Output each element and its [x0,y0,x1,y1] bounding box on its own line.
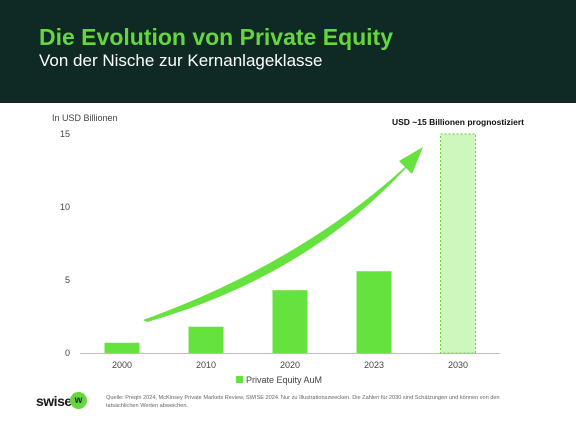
legend-swatch [236,376,243,383]
swise-logo: swise w [36,392,88,410]
x-tick-label: 2020 [280,360,300,370]
forecast-annotation: USD ~15 Billionen prognostiziert [392,117,524,127]
y-tick-label: 5 [65,275,70,285]
logo-badge-icon: w [70,392,87,409]
bar [188,326,224,353]
y-axis-label: In USD Billionen [52,113,118,123]
bar [104,342,140,353]
y-tick-label: 0 [65,348,70,358]
header-banner: Die Evolution von Private Equity Von der… [0,0,576,103]
bar-chart: In USD Billionen 0 5 10 15 2000 2010 2020 2023 20… [52,113,524,385]
y-tick-label: 15 [60,129,70,139]
x-tick-label: 2023 [364,360,384,370]
source-note: Quelle: Preqin 2024, McKinsey Private Ma… [106,395,500,409]
x-tick-label: 2030 [448,360,468,370]
y-tick-label: 10 [60,202,70,212]
page-title: Die Evolution von Private Equity [39,24,394,50]
bar [272,290,308,353]
page-subtitle: Von der Nische zur Kernanlageklasse [39,51,323,70]
logo-wordmark: swise [36,393,72,409]
legend-label: Private Equity AuM [246,375,322,385]
x-tick-label: 2000 [112,360,132,370]
forecast-bar [440,133,476,354]
x-tick-label: 2010 [196,360,216,370]
bar [356,271,392,353]
